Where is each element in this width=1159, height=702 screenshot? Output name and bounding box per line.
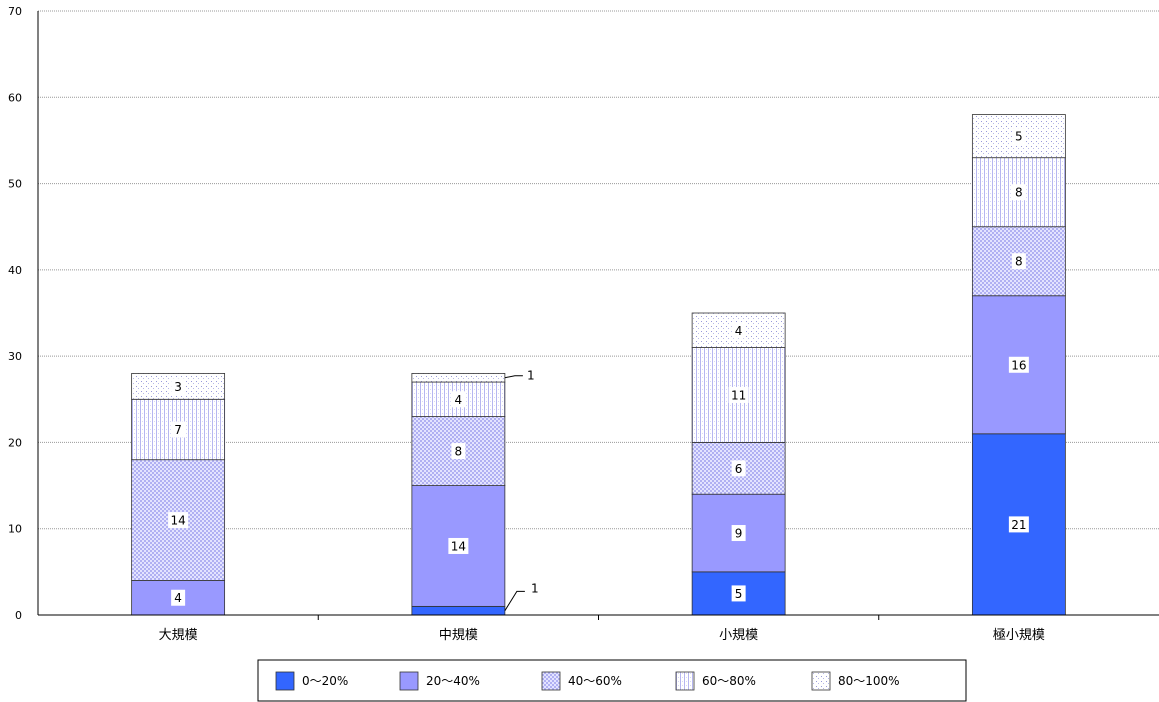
y-tick-label: 70 (8, 5, 22, 18)
data-label: 7 (174, 423, 182, 437)
data-label-box (728, 386, 749, 403)
data-label-box (731, 460, 746, 477)
data-label: 1 (531, 581, 539, 595)
legend-swatch (275, 671, 295, 691)
legend-label: 60〜80% (702, 674, 756, 688)
data-label-box (168, 512, 189, 529)
data-label: 6 (735, 462, 743, 476)
data-label: 9 (735, 527, 743, 541)
bar-segment (131, 372, 226, 400)
legend-box (257, 659, 967, 702)
x-category-label: 大規模 (159, 628, 198, 643)
legend-swatch (541, 671, 561, 691)
x-category-label: 中規模 (439, 628, 478, 643)
data-label-box (731, 525, 746, 542)
y-tick-label: 20 (8, 436, 22, 449)
x-category-label: 小規模 (719, 628, 758, 643)
x-axis: 大規模 中規模 小規模 極小規模 (38, 614, 1159, 643)
data-label-box (1011, 184, 1026, 201)
x-category-label: 極小規模 (993, 627, 1045, 643)
data-label: 21 (1011, 518, 1026, 532)
data-label-box (451, 443, 466, 460)
y-tick-label: 0 (15, 609, 22, 622)
data-label-box (448, 537, 469, 554)
y-axis: 0 10 20 30 40 50 60 70 (8, 5, 39, 622)
y-tick-label: 10 (8, 523, 22, 536)
data-label-box (171, 378, 186, 395)
y-tick-label: 40 (8, 264, 22, 277)
data-label: 14 (451, 539, 466, 553)
data-label-box (731, 585, 746, 602)
data-label: 16 (1011, 358, 1026, 372)
data-label: 4 (735, 324, 743, 338)
data-label: 11 (731, 388, 746, 402)
bar-segment (411, 372, 506, 383)
legend-label: 0〜20% (302, 674, 348, 688)
data-label: 5 (1015, 130, 1023, 144)
data-label: 1 (527, 369, 535, 383)
data-label: 8 (1015, 255, 1023, 269)
data-label: 14 (170, 514, 185, 528)
leader-line (504, 590, 525, 611)
data-label: 8 (455, 445, 463, 459)
leader-line (504, 375, 523, 379)
data-label-box (1011, 128, 1026, 145)
y-tick-label: 30 (8, 350, 22, 363)
data-label: 3 (174, 380, 182, 394)
legend-label: 40〜60% (568, 674, 622, 688)
bars (131, 114, 1066, 616)
data-label: 4 (174, 591, 182, 605)
legend-swatch (811, 671, 831, 691)
bar-segment (691, 493, 786, 573)
legend-label: 20〜40% (426, 674, 480, 688)
data-label-box (1008, 516, 1029, 533)
data-label-box (171, 421, 186, 438)
data-label: 4 (455, 393, 463, 407)
legend-swatch (399, 671, 419, 691)
data-label-box (171, 589, 186, 606)
data-label: 8 (1015, 186, 1023, 200)
y-tick-label: 60 (8, 91, 22, 104)
data-label-box (731, 322, 746, 339)
data-label-box (1011, 253, 1026, 270)
data-label-box (1008, 356, 1029, 373)
data-label-box (451, 391, 466, 408)
legend: 0〜20% 20〜40% 40〜60% 60〜80% 80〜100% (257, 659, 967, 702)
data-label: 5 (735, 587, 743, 601)
legend-swatch (675, 671, 695, 691)
bar-segment (411, 605, 506, 616)
y-tick-label: 50 (8, 178, 22, 191)
legend-label: 80〜100% (838, 674, 900, 688)
